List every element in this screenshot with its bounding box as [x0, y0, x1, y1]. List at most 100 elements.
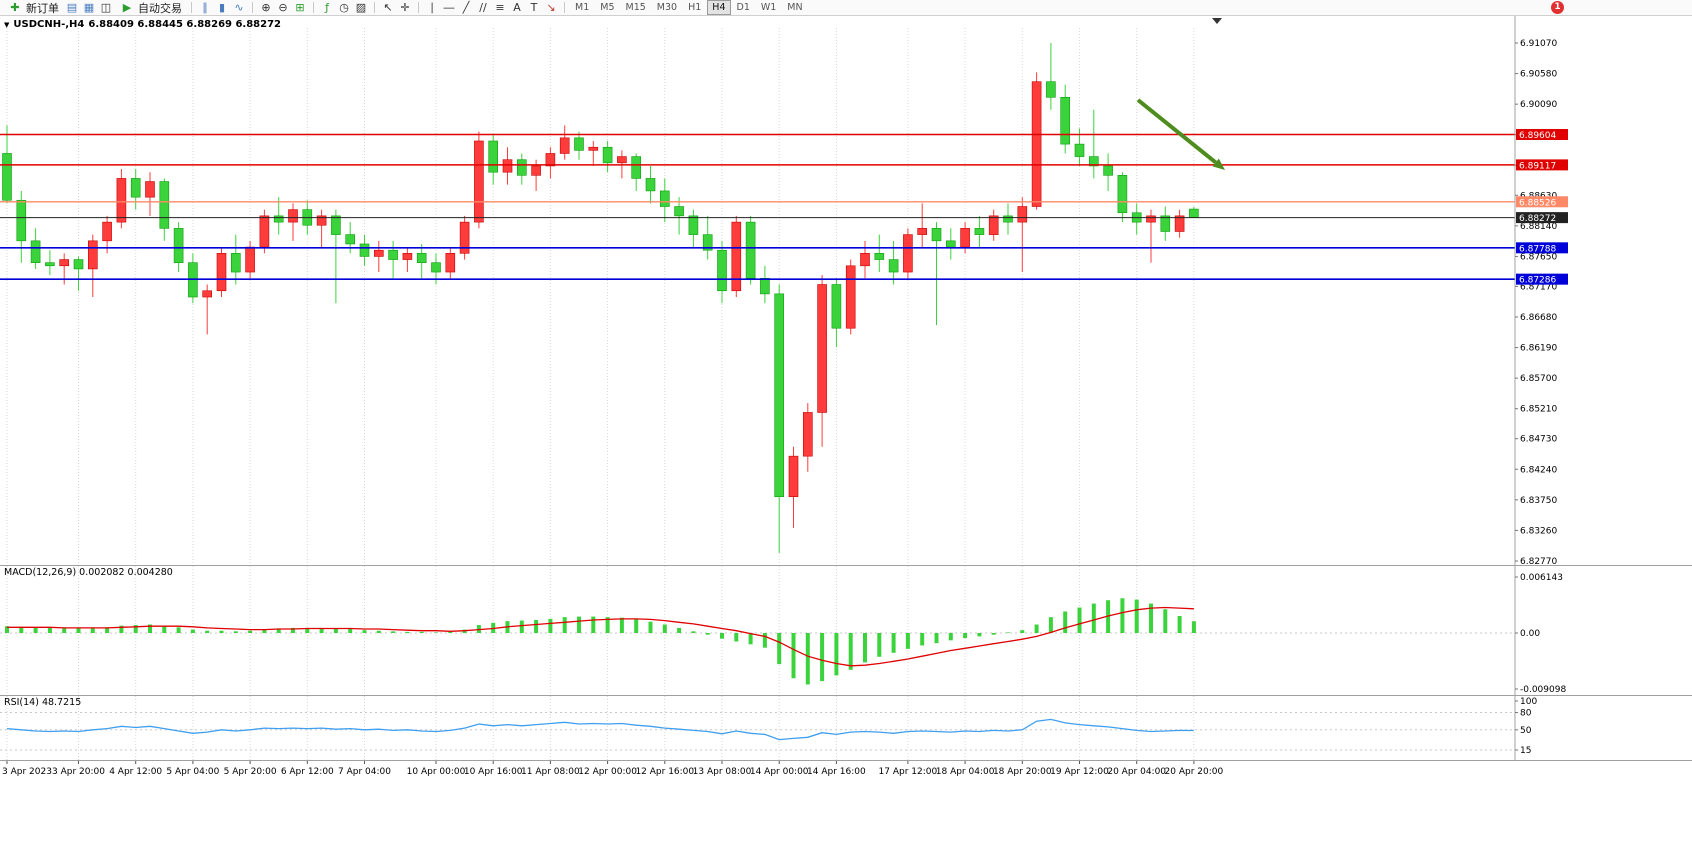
- time-label: 20 Apr 04:00: [1107, 767, 1166, 777]
- svg-text:100: 100: [1520, 697, 1537, 707]
- zoom-out-icon[interactable]: ⊖: [278, 0, 288, 14]
- vertical-line-tool-icon[interactable]: ∣: [429, 0, 435, 14]
- macd-axis[interactable]: 0.006143 0.00 -0.009098: [1515, 573, 1566, 695]
- svg-text:6.91070: 6.91070: [1520, 39, 1557, 49]
- time-label: 14 Apr 00:00: [750, 767, 809, 777]
- time-label: 5 Apr 04:00: [166, 767, 219, 777]
- data-window-icon[interactable]: ▦: [83, 0, 95, 14]
- price-tag-6.89117: 6.89117: [1516, 159, 1568, 171]
- time-label: 13 Apr 08:00: [693, 767, 752, 777]
- svg-text:0.00: 0.00: [1520, 629, 1540, 639]
- time-label: 4 Apr 12:00: [109, 767, 162, 777]
- toolbar-separator: [564, 2, 565, 13]
- auto-trading-button[interactable]: ▶ 自动交易: [115, 1, 186, 15]
- timeframe-m1-button[interactable]: M1: [575, 2, 590, 13]
- crosshair-icon[interactable]: ✛: [400, 0, 410, 14]
- channel-tool-icon[interactable]: ∕∕: [479, 0, 487, 14]
- svg-text:6.89117: 6.89117: [1519, 161, 1556, 171]
- svg-text:6.89604: 6.89604: [1519, 131, 1556, 141]
- tile-windows-icon[interactable]: ⊞: [295, 0, 305, 14]
- new-order-button[interactable]: ✚ 新订单: [3, 1, 63, 15]
- line-chart-icon[interactable]: ∿: [234, 0, 244, 14]
- indicators-icon[interactable]: ƒ: [325, 0, 329, 14]
- time-label: 10 Apr 16:00: [464, 767, 523, 777]
- svg-text:6.85210: 6.85210: [1520, 405, 1557, 415]
- new-order-label: 新订单: [26, 1, 59, 15]
- timeframe-mn-button[interactable]: MN: [787, 2, 803, 13]
- ohlc-values: 6.88409 6.88445 6.88269 6.88272: [88, 19, 282, 30]
- svg-text:6.87650: 6.87650: [1520, 252, 1557, 262]
- text-tool-icon[interactable]: A: [513, 0, 521, 14]
- svg-text:15: 15: [1520, 746, 1531, 756]
- price-tag-6.88272: 6.88272: [1516, 212, 1568, 224]
- price-tag-6.87286: 6.87286: [1516, 273, 1568, 286]
- rsi-axis[interactable]: 100 80 50 15: [1515, 697, 1537, 756]
- macd-title: MACD(12,26,9) 0.002082 0.004280: [4, 567, 173, 578]
- notification-badge[interactable]: 1: [1551, 1, 1564, 14]
- grid-lines: [6, 28, 1195, 565]
- timeframe-m30-button[interactable]: M30: [656, 2, 678, 13]
- templates-icon[interactable]: ▨: [355, 0, 367, 14]
- periods-icon[interactable]: ◷: [339, 0, 349, 14]
- time-label: 19 Apr 12:00: [1050, 767, 1109, 777]
- price-chart-canvas[interactable]: 6.910706.905806.900906.896006.891106.886…: [0, 16, 1692, 565]
- macd-panel-canvas[interactable]: 0.006143 0.00 -0.009098: [0, 565, 1692, 695]
- time-label: 7 Apr 04:00: [338, 767, 391, 777]
- svg-text:6.86680: 6.86680: [1520, 313, 1557, 323]
- fibonacci-tool-icon[interactable]: ≡: [495, 0, 505, 14]
- charts-grid-icon[interactable]: ▤: [66, 0, 78, 14]
- grid-lines: [6, 566, 1195, 695]
- svg-text:80: 80: [1520, 709, 1532, 719]
- zoom-in-icon[interactable]: ⊕: [261, 0, 271, 14]
- timeframe-m15-button[interactable]: M15: [625, 2, 646, 13]
- price-tag-6.89604: 6.89604: [1516, 128, 1568, 141]
- auto-trading-label: 自动交易: [138, 1, 182, 15]
- cursor-icon[interactable]: ↖: [383, 0, 393, 14]
- trend-arrow-annotation[interactable]: [1136, 98, 1225, 170]
- time-label: 14 Apr 16:00: [807, 767, 866, 777]
- time-label: 17 Apr 12:00: [879, 767, 938, 777]
- timeframe-w1-button[interactable]: W1: [760, 2, 777, 13]
- svg-text:6.90090: 6.90090: [1520, 100, 1557, 110]
- time-label: 10 Apr 00:00: [407, 767, 466, 777]
- horizontal-line-tool-icon[interactable]: ―: [443, 0, 455, 14]
- auto-trading-icon: ▶: [122, 0, 132, 14]
- symbol-timeframe-label: USDCNH-,H4: [13, 19, 85, 30]
- timeframe-h4-button[interactable]: H4: [707, 0, 731, 15]
- navigator-icon[interactable]: ◫: [100, 0, 112, 14]
- toolbar-separator: [418, 2, 419, 13]
- svg-text:50: 50: [1520, 726, 1532, 736]
- svg-text:6.88272: 6.88272: [1519, 214, 1556, 224]
- svg-text:6.86190: 6.86190: [1520, 344, 1557, 354]
- timeframe-h1-button[interactable]: H1: [688, 2, 702, 13]
- svg-text:6.84730: 6.84730: [1520, 435, 1557, 445]
- price-tag-6.87788: 6.87788: [1516, 242, 1568, 254]
- time-label: 20 Apr 20:00: [1165, 767, 1224, 777]
- svg-text:6.82770: 6.82770: [1520, 557, 1557, 565]
- candles: [2, 43, 1199, 553]
- candlestick-chart-icon[interactable]: ▮: [218, 0, 226, 14]
- rsi-line: [6, 718, 1194, 741]
- time-label: 5 Apr 20:00: [224, 767, 277, 777]
- time-axis[interactable]: 3 Apr 2023 3 Apr 20:00 4 Apr 12:00 5 Apr 04…: [0, 760, 1692, 782]
- svg-text:6.87788: 6.87788: [1519, 244, 1556, 254]
- macd-signal-line: [7, 606, 1194, 667]
- svg-text:6.85700: 6.85700: [1520, 374, 1557, 384]
- rsi-panel-canvas[interactable]: 100 80 50 15: [0, 695, 1692, 760]
- macd-histogram: [5, 598, 1196, 685]
- arrows-tool-icon[interactable]: ↘: [546, 0, 556, 14]
- svg-text:6.90580: 6.90580: [1520, 70, 1557, 80]
- bar-chart-icon[interactable]: ∥: [202, 0, 208, 14]
- new-order-icon: ✚: [10, 0, 20, 14]
- timeframe-d1-button[interactable]: D1: [736, 2, 750, 13]
- svg-text:6.84240: 6.84240: [1520, 465, 1557, 475]
- trendline-tool-icon[interactable]: ╱: [462, 0, 470, 14]
- svg-text:6.83260: 6.83260: [1520, 526, 1557, 536]
- chart-shift-marker[interactable]: [1212, 18, 1222, 24]
- timeframe-m5-button[interactable]: M5: [600, 2, 615, 13]
- symbol-dropdown-icon[interactable]: ▼: [4, 20, 10, 29]
- price-axis[interactable]: 6.910706.905806.900906.896006.891106.886…: [1515, 39, 1568, 565]
- time-label: 11 Apr 08:00: [521, 767, 580, 777]
- toolbar-separator: [252, 2, 253, 13]
- text-label-tool-icon[interactable]: T: [530, 0, 538, 14]
